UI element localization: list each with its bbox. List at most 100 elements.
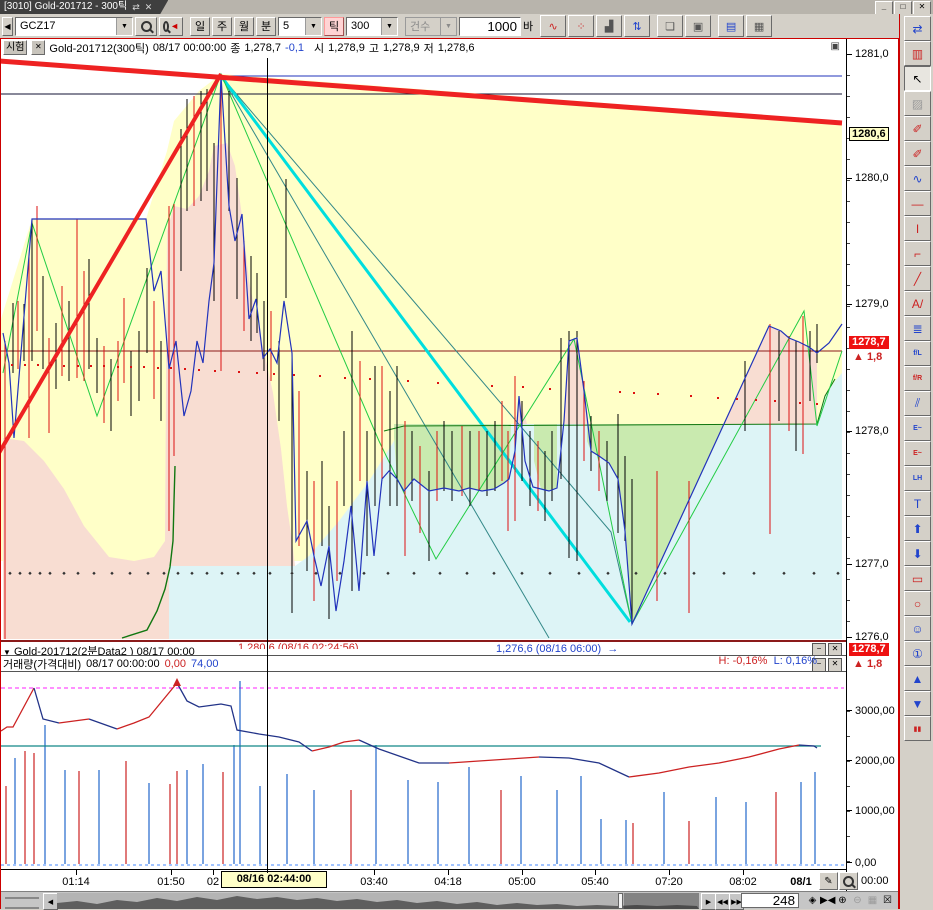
collapse-triangle-icon[interactable]: ▼ [3, 648, 11, 656]
arrow-down-tool-button[interactable]: ⬇ [904, 541, 931, 566]
time-axis-label: 02 [206, 876, 220, 888]
volume-title: 거래량(가격대비) [3, 658, 82, 671]
splitter-grip[interactable] [5, 897, 39, 909]
arrow-up-tool-icon: ⬆ [912, 521, 923, 536]
edit-pencil-button[interactable]: ✎ [819, 872, 838, 890]
window-controls: _ □ ✕ [875, 1, 931, 15]
scroll-down-button[interactable]: ▼ [904, 691, 931, 716]
window-tab[interactable]: [3010] Gold-201712 - 300틱 ⇄ ✕ [0, 0, 168, 14]
line-chart-button[interactable]: ∿ [540, 15, 567, 37]
ellipse-tool-button[interactable]: ○ [904, 591, 931, 616]
report-button[interactable]: ▤ [718, 15, 745, 37]
parallel-lines-button[interactable]: ⫽ [904, 391, 931, 416]
badge-close-icon[interactable]: ✕ [31, 40, 46, 55]
close-navigator-icon[interactable]: ☒ [883, 895, 892, 906]
collapse-range-icon[interactable]: ▶◀ [820, 895, 836, 906]
test-mode-badge[interactable]: 시험 [3, 40, 28, 55]
tab-swap-icon[interactable]: ⇄ [132, 2, 140, 12]
navigator-thumbnail[interactable] [57, 893, 699, 909]
grid-button[interactable]: ▦ [746, 15, 773, 37]
chart-type-button[interactable]: ▥ [904, 41, 931, 66]
volume-close-button[interactable]: ✕ [828, 658, 842, 672]
step-line-tool-button[interactable]: ⌐ [904, 241, 931, 266]
high-low-tool-button[interactable]: LH [904, 466, 931, 491]
axis-minor-tick [847, 558, 850, 559]
symbol-combo[interactable]: GCZ17 ▼ [15, 16, 133, 36]
fib-right-button[interactable]: f/R [904, 366, 931, 391]
chevron-down-icon[interactable]: ▼ [381, 17, 397, 35]
chevron-down-icon[interactable]: ▼ [305, 17, 321, 35]
panel2-minimize-button[interactable]: − [812, 643, 826, 655]
period-month-button[interactable]: 월 [234, 16, 254, 36]
scatter-button[interactable]: ⁘ [568, 15, 595, 37]
panel2-close-button[interactable]: ✕ [828, 643, 842, 655]
vertical-line-tool-button[interactable]: I [904, 216, 931, 241]
histogram-button[interactable]: ▟ [596, 15, 623, 37]
bar-count-input[interactable] [459, 16, 521, 36]
zoom-in-icon[interactable]: ⊕ [838, 895, 847, 906]
volume-ratio-line [88, 718, 118, 730]
clock-tool-button[interactable]: ① [904, 641, 931, 666]
volume-minimize-button[interactable]: − [812, 658, 826, 672]
eraser-all-button[interactable]: ✐ [904, 141, 931, 166]
indicator-chart-button[interactable]: ∿ [904, 166, 931, 191]
close-button[interactable]: ✕ [913, 1, 931, 15]
volume-chart-plot[interactable] [1, 672, 844, 869]
text-tool-button[interactable]: T [904, 491, 931, 516]
nav-right-button[interactable]: ▶ [701, 893, 716, 910]
tab-close-icon[interactable]: ✕ [144, 2, 153, 12]
close-field-label: 종 [230, 42, 241, 55]
fib-left-button[interactable]: f/L [904, 341, 931, 366]
axis-minor-tick [847, 474, 850, 475]
volume-axis-label: 3000,00 [855, 705, 895, 717]
period-minute-button[interactable]: 분 [256, 16, 276, 36]
period-week-button[interactable]: 주 [212, 16, 232, 36]
minimize-button[interactable]: _ [875, 1, 893, 15]
volume-profile-button[interactable]: ▮▮ [904, 716, 931, 741]
period-day-button[interactable]: 일 [190, 16, 210, 36]
visible-bars-input[interactable] [741, 893, 799, 908]
main-toolbar: ◀ GCZ17 ▼ ◄ 일 주 월 분 5 ▼ 틱 300 ▼ 건수 ▼ 바 ∿… [0, 14, 933, 38]
nav-left-button[interactable]: ◀ [43, 893, 58, 910]
count-combo: 건수 ▼ [405, 16, 457, 36]
high-low-tool-icon: LH [912, 475, 923, 482]
maximize-button[interactable]: □ [894, 1, 912, 15]
fit-width-icon[interactable]: ◈ [808, 895, 817, 906]
search-recent-button[interactable]: ◄ [159, 16, 183, 36]
refresh-button[interactable]: ⇄ [904, 16, 931, 41]
minute-combo[interactable]: 5 ▼ [278, 16, 322, 36]
fib-levels-icon: ≣ [912, 321, 923, 336]
scroll-left-button[interactable]: ◀ [2, 16, 13, 36]
magnet-button[interactable]: ▨ [904, 91, 931, 116]
elliott-impulse-button[interactable]: E~ [904, 441, 931, 466]
sort-arrows-button[interactable]: ⇅ [624, 15, 651, 37]
copy-page-button[interactable]: ❏ [657, 15, 684, 37]
arrow-right-icon: → [607, 643, 619, 655]
axis-zoom-button[interactable] [839, 872, 858, 890]
navigator-slider[interactable] [618, 893, 623, 909]
period-tick-button[interactable]: 틱 [324, 16, 344, 36]
horizontal-line-tool-button[interactable]: — [904, 191, 931, 216]
elliott-wave-button[interactable]: E~ [904, 416, 931, 441]
axis-minor-tick [847, 264, 850, 265]
axis-minor-tick [847, 96, 850, 97]
smiley-tool-button[interactable]: ☺ [904, 616, 931, 641]
arrow-up-tool-button[interactable]: ⬆ [904, 516, 931, 541]
teal-trendline [220, 75, 550, 639]
text-note-tool-button[interactable]: A/ [904, 291, 931, 316]
eraser-button[interactable]: ✐ [904, 116, 931, 141]
rectangle-tool-button[interactable]: ▭ [904, 566, 931, 591]
highlighted-price-label: 1280,6 [849, 127, 889, 141]
monitor-button[interactable]: ▣ [685, 15, 712, 37]
cursor-button[interactable]: ↖ [904, 66, 931, 91]
smiley-tool-icon: ☺ [911, 621, 924, 636]
pane-restore-icon[interactable]: ▣ [830, 41, 840, 52]
chevron-down-icon[interactable]: ▼ [116, 17, 132, 35]
trendline-tool-button[interactable]: ╱ [904, 266, 931, 291]
search-button[interactable] [135, 16, 157, 36]
tick-combo[interactable]: 300 ▼ [346, 16, 398, 36]
nav-first-button[interactable]: ◀◀ [715, 893, 730, 910]
fib-levels-button[interactable]: ≣ [904, 316, 931, 341]
scroll-up-button[interactable]: ▲ [904, 666, 931, 691]
main-chart-plot[interactable]: H: -0,16% L: 0,16% 1280,80000 1,280,8 (0… [1, 56, 844, 639]
